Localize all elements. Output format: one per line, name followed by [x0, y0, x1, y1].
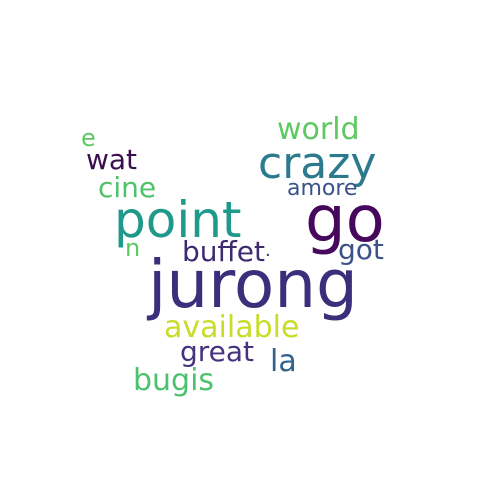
word-e: e [81, 124, 96, 152]
word-n: n [125, 234, 141, 262]
word-crazy: crazy [258, 138, 377, 189]
word-got: got [338, 233, 384, 266]
word-la: la [270, 344, 297, 379]
word-cine: cine [98, 171, 157, 204]
word-go: go [305, 183, 385, 257]
word-amore: amore [287, 176, 358, 201]
word-wat: wat [86, 143, 138, 176]
word-great: great [180, 335, 255, 368]
word-world: world [277, 112, 360, 147]
word-bugis: bugis [133, 363, 215, 398]
word-point: point [114, 191, 242, 249]
word-available: available [164, 310, 300, 345]
word-dot: . [265, 240, 271, 261]
word-jurong: jurong [148, 246, 358, 323]
word-buffet: buffet [182, 235, 266, 268]
